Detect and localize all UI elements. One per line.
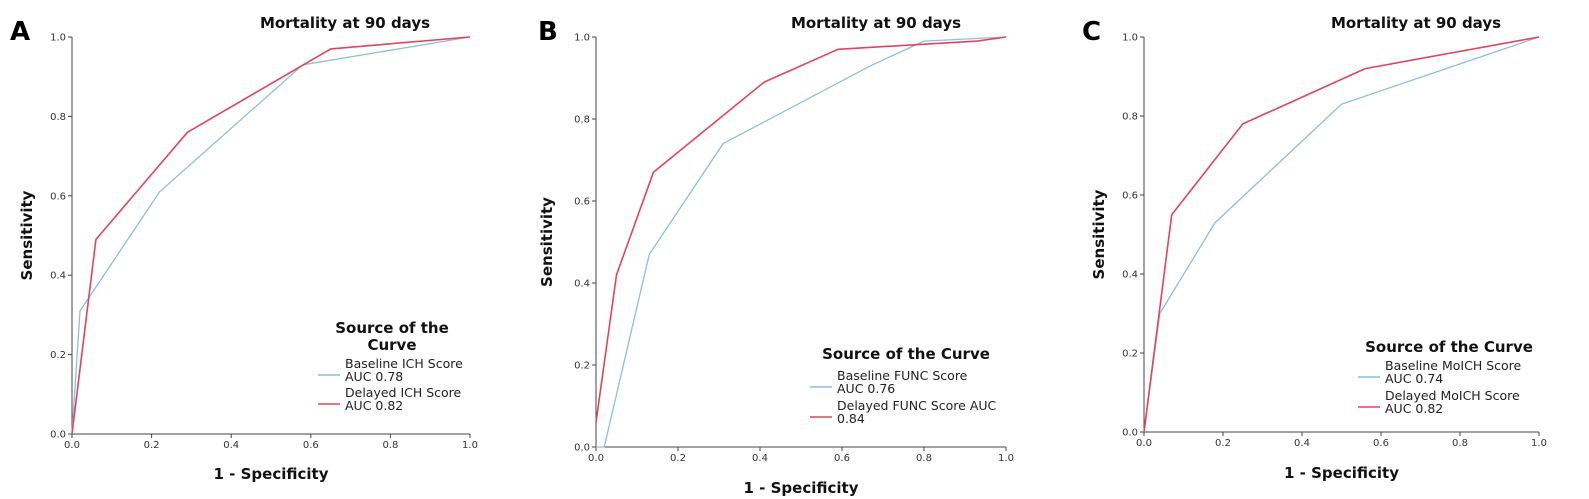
- y-tick-label: 0.6: [574, 197, 590, 208]
- delayed-legend-text: Delayed FUNC Score AUC: [837, 398, 997, 413]
- delayed-legend-text: Delayed ICH Score: [345, 385, 462, 400]
- x-tick-label: 1.0: [998, 453, 1014, 464]
- y-tick-label: 0.4: [574, 279, 590, 290]
- roc-chart-a: A Mortality at 90 days 0.00.0 0.2 0.2 0.4 0.4 0…: [10, 14, 478, 483]
- chart-title: Mortality at 90 days: [1331, 14, 1501, 32]
- x-axis-label: 1 - Specificity: [214, 465, 329, 483]
- panel-label: B: [538, 17, 558, 47]
- baseline-roc-line: [596, 36, 1007, 448]
- delayed-roc-line: [595, 36, 1007, 423]
- legend-title: Source of the Curve: [1365, 338, 1533, 356]
- x-tick-label: 0.0: [1136, 438, 1152, 449]
- delayed-legend-text: AUC 0.82: [1385, 401, 1443, 416]
- y-tick-label: 0.6: [1122, 191, 1138, 202]
- delayed-legend-text: 0.84: [837, 411, 865, 426]
- legend-title: Curve: [367, 336, 416, 354]
- y-tick-label: 0.2: [1122, 349, 1138, 360]
- legend-title: Source of the Curve: [822, 345, 990, 363]
- y-axis-label: Sensitivity: [1090, 189, 1108, 279]
- baseline-roc-line: [71, 36, 471, 435]
- panel-label: A: [10, 17, 30, 47]
- roc-panel-b: B Mortality at 90 days 0.0 0.0 0.2 0.2 0.4 0.4 0…: [528, 0, 1048, 499]
- x-tick-label: 0.8: [382, 440, 398, 451]
- delayed-roc-line: [71, 36, 471, 435]
- baseline-legend-text: AUC 0.74: [1385, 371, 1443, 386]
- y-tick-label: 1.0: [50, 33, 66, 44]
- y-tick-label: 0.8: [1122, 112, 1138, 123]
- y-tick-label: 1.0: [574, 33, 590, 44]
- x-tick-label: 0.8: [1452, 438, 1468, 449]
- x-tick-label: 0.6: [1373, 438, 1389, 449]
- baseline-legend-text: AUC 0.78: [345, 369, 403, 384]
- x-tick-label: 1.0: [462, 440, 478, 451]
- panel-label: C: [1082, 17, 1101, 47]
- y-tick-label: 0.0: [50, 430, 66, 441]
- y-tick-label: 1.0: [1122, 33, 1138, 44]
- x-axis-label: 1 - Specificity: [1284, 464, 1399, 482]
- y-tick-label: 0.0: [574, 443, 590, 454]
- x-tick-label: 0.2: [1215, 438, 1231, 449]
- x-tick-label: 0.4: [1294, 438, 1310, 449]
- y-tick-label: 0.2: [574, 361, 590, 372]
- legend-title: Source of the: [335, 319, 449, 337]
- delayed-legend-text: AUC 0.82: [345, 398, 403, 413]
- delayed-roc-line: [1143, 36, 1540, 433]
- chart-title: Mortality at 90 days: [791, 14, 961, 32]
- x-tick-label: 0.8: [916, 453, 932, 464]
- baseline-legend-text: Baseline ICH Score: [345, 356, 463, 371]
- x-tick-label: 0.6: [303, 440, 319, 451]
- y-tick-label: 0.8: [50, 112, 66, 123]
- roc-chart-c: C Mortality at 90 days 0.00.0 0.2 0.2 0.4 0.4 0…: [1082, 14, 1547, 482]
- x-tick-label: 0.2: [144, 440, 160, 451]
- x-tick-label: 0.6: [834, 453, 850, 464]
- x-tick-label: 1.0: [1531, 438, 1547, 449]
- delayed-legend-text: Delayed MoICH Score: [1385, 388, 1520, 403]
- x-tick-label: 0.4: [223, 440, 239, 451]
- y-tick-label: 0.8: [574, 115, 590, 126]
- x-tick-label: 0.4: [752, 453, 768, 464]
- y-tick-label: 0.6: [50, 191, 66, 202]
- x-tick-label: 0.0: [588, 453, 604, 464]
- chart-title: Mortality at 90 days: [260, 14, 430, 32]
- roc-panel-c: C Mortality at 90 days 0.0 0.0 0.2 0.2 0.4 0.4 0…: [1068, 0, 1589, 499]
- roc-chart-b: B Mortality at 90 days 0.00.0 0.2 0.2 0.4 0.4 0…: [538, 14, 1014, 497]
- y-axis-label: Sensitivity: [538, 197, 556, 287]
- y-axis-label: Sensitivity: [18, 190, 36, 280]
- roc-panel-a: A Mortality at 90 days 0.0 0.0 0.2 0.2 0.4 0.4 0…: [0, 0, 520, 499]
- y-tick-label: 0.4: [50, 271, 66, 282]
- x-axis-label: 1 - Specificity: [744, 479, 859, 497]
- y-tick-label: 0.4: [1122, 270, 1138, 281]
- baseline-legend-text: AUC 0.76: [837, 381, 895, 396]
- x-tick-label: 0.2: [670, 453, 686, 464]
- x-tick-label: 0.0: [64, 440, 80, 451]
- y-tick-label: 0.2: [50, 350, 66, 361]
- y-tick-label: 0.0: [1122, 428, 1138, 439]
- baseline-legend-text: Baseline FUNC Score: [837, 368, 968, 383]
- baseline-legend-text: Baseline MoICH Score: [1385, 358, 1522, 373]
